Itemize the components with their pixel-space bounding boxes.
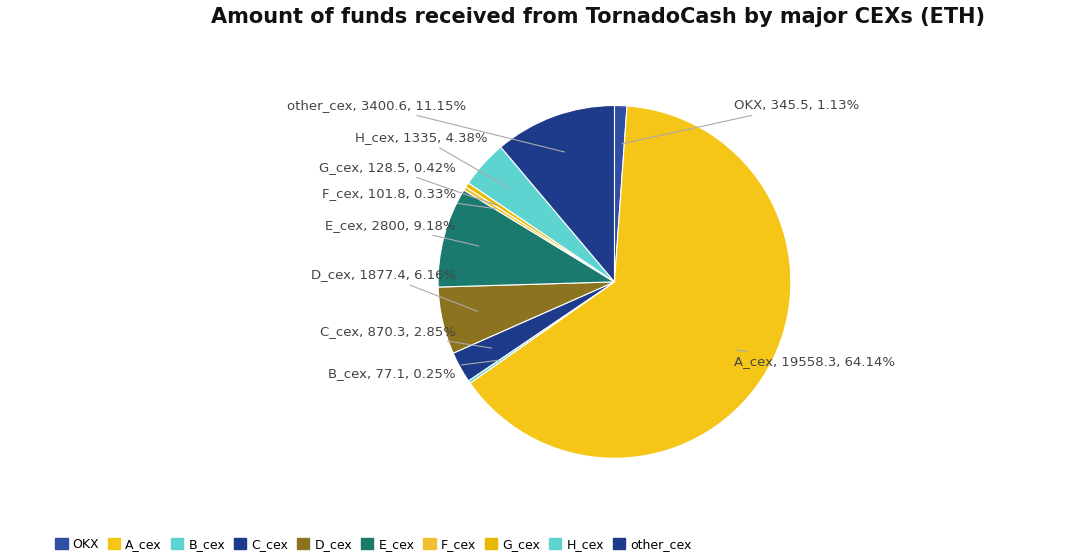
Text: other_cex, 3400.6, 11.15%: other_cex, 3400.6, 11.15% [287, 99, 565, 152]
Text: C_cex, 870.3, 2.85%: C_cex, 870.3, 2.85% [320, 325, 491, 348]
Text: B_cex, 77.1, 0.25%: B_cex, 77.1, 0.25% [328, 361, 499, 380]
Wedge shape [501, 106, 615, 282]
Wedge shape [469, 147, 615, 282]
Text: E_cex, 2800, 9.18%: E_cex, 2800, 9.18% [325, 219, 478, 246]
Wedge shape [454, 282, 615, 381]
Wedge shape [469, 282, 615, 383]
Wedge shape [465, 183, 615, 282]
Legend: OKX, A_cex, B_cex, C_cex, D_cex, E_cex, F_cex, G_cex, H_cex, other_cex: OKX, A_cex, B_cex, C_cex, D_cex, E_cex, … [50, 533, 697, 556]
Wedge shape [438, 282, 615, 353]
Text: D_cex, 1877.4, 6.16%: D_cex, 1877.4, 6.16% [311, 268, 477, 311]
Text: A_cex, 19558.3, 64.14%: A_cex, 19558.3, 64.14% [734, 350, 895, 368]
Text: G_cex, 128.5, 0.42%: G_cex, 128.5, 0.42% [319, 161, 497, 205]
Text: F_cex, 101.8, 0.33%: F_cex, 101.8, 0.33% [322, 187, 495, 209]
Text: OKX, 345.5, 1.13%: OKX, 345.5, 1.13% [622, 99, 860, 144]
Text: H_cex, 1335, 4.38%: H_cex, 1335, 4.38% [355, 131, 510, 188]
Wedge shape [464, 187, 615, 282]
Wedge shape [438, 190, 615, 287]
Wedge shape [470, 106, 791, 458]
Title: Amount of funds received from TornadoCash by major CEXs (ETH): Amount of funds received from TornadoCas… [211, 7, 985, 27]
Wedge shape [615, 106, 627, 282]
